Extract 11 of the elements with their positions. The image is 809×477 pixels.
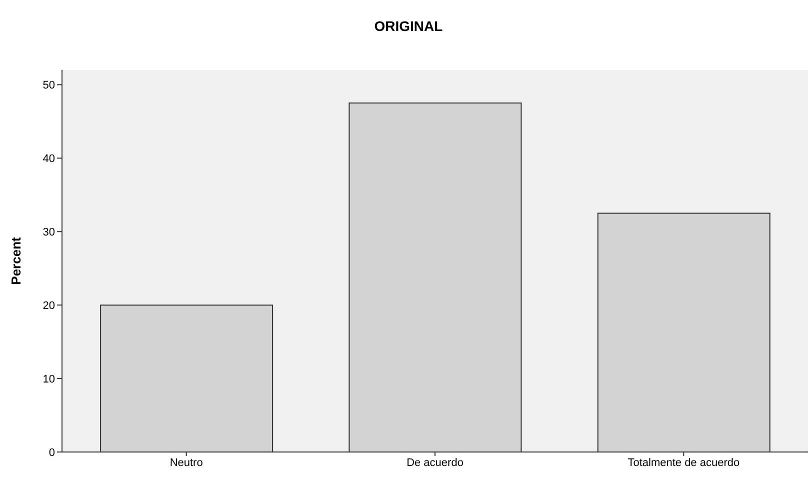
chart-title: ORIGINAL	[373, 18, 444, 34]
x-tick-label: Neutro	[170, 456, 203, 469]
y-tick-label: 50	[42, 80, 55, 92]
y-tick-label: 20	[42, 300, 55, 312]
x-tick-label: Totalmente de acuerdo	[628, 456, 740, 469]
y-tick-label: 40	[42, 153, 55, 166]
y-tick-label: 30	[42, 226, 55, 239]
y-axis-title: Percent	[8, 236, 24, 285]
y-tick-label: 0	[48, 446, 55, 459]
y-tick-label: 10	[42, 373, 55, 386]
x-tick-label: De acuerdo	[406, 456, 464, 469]
